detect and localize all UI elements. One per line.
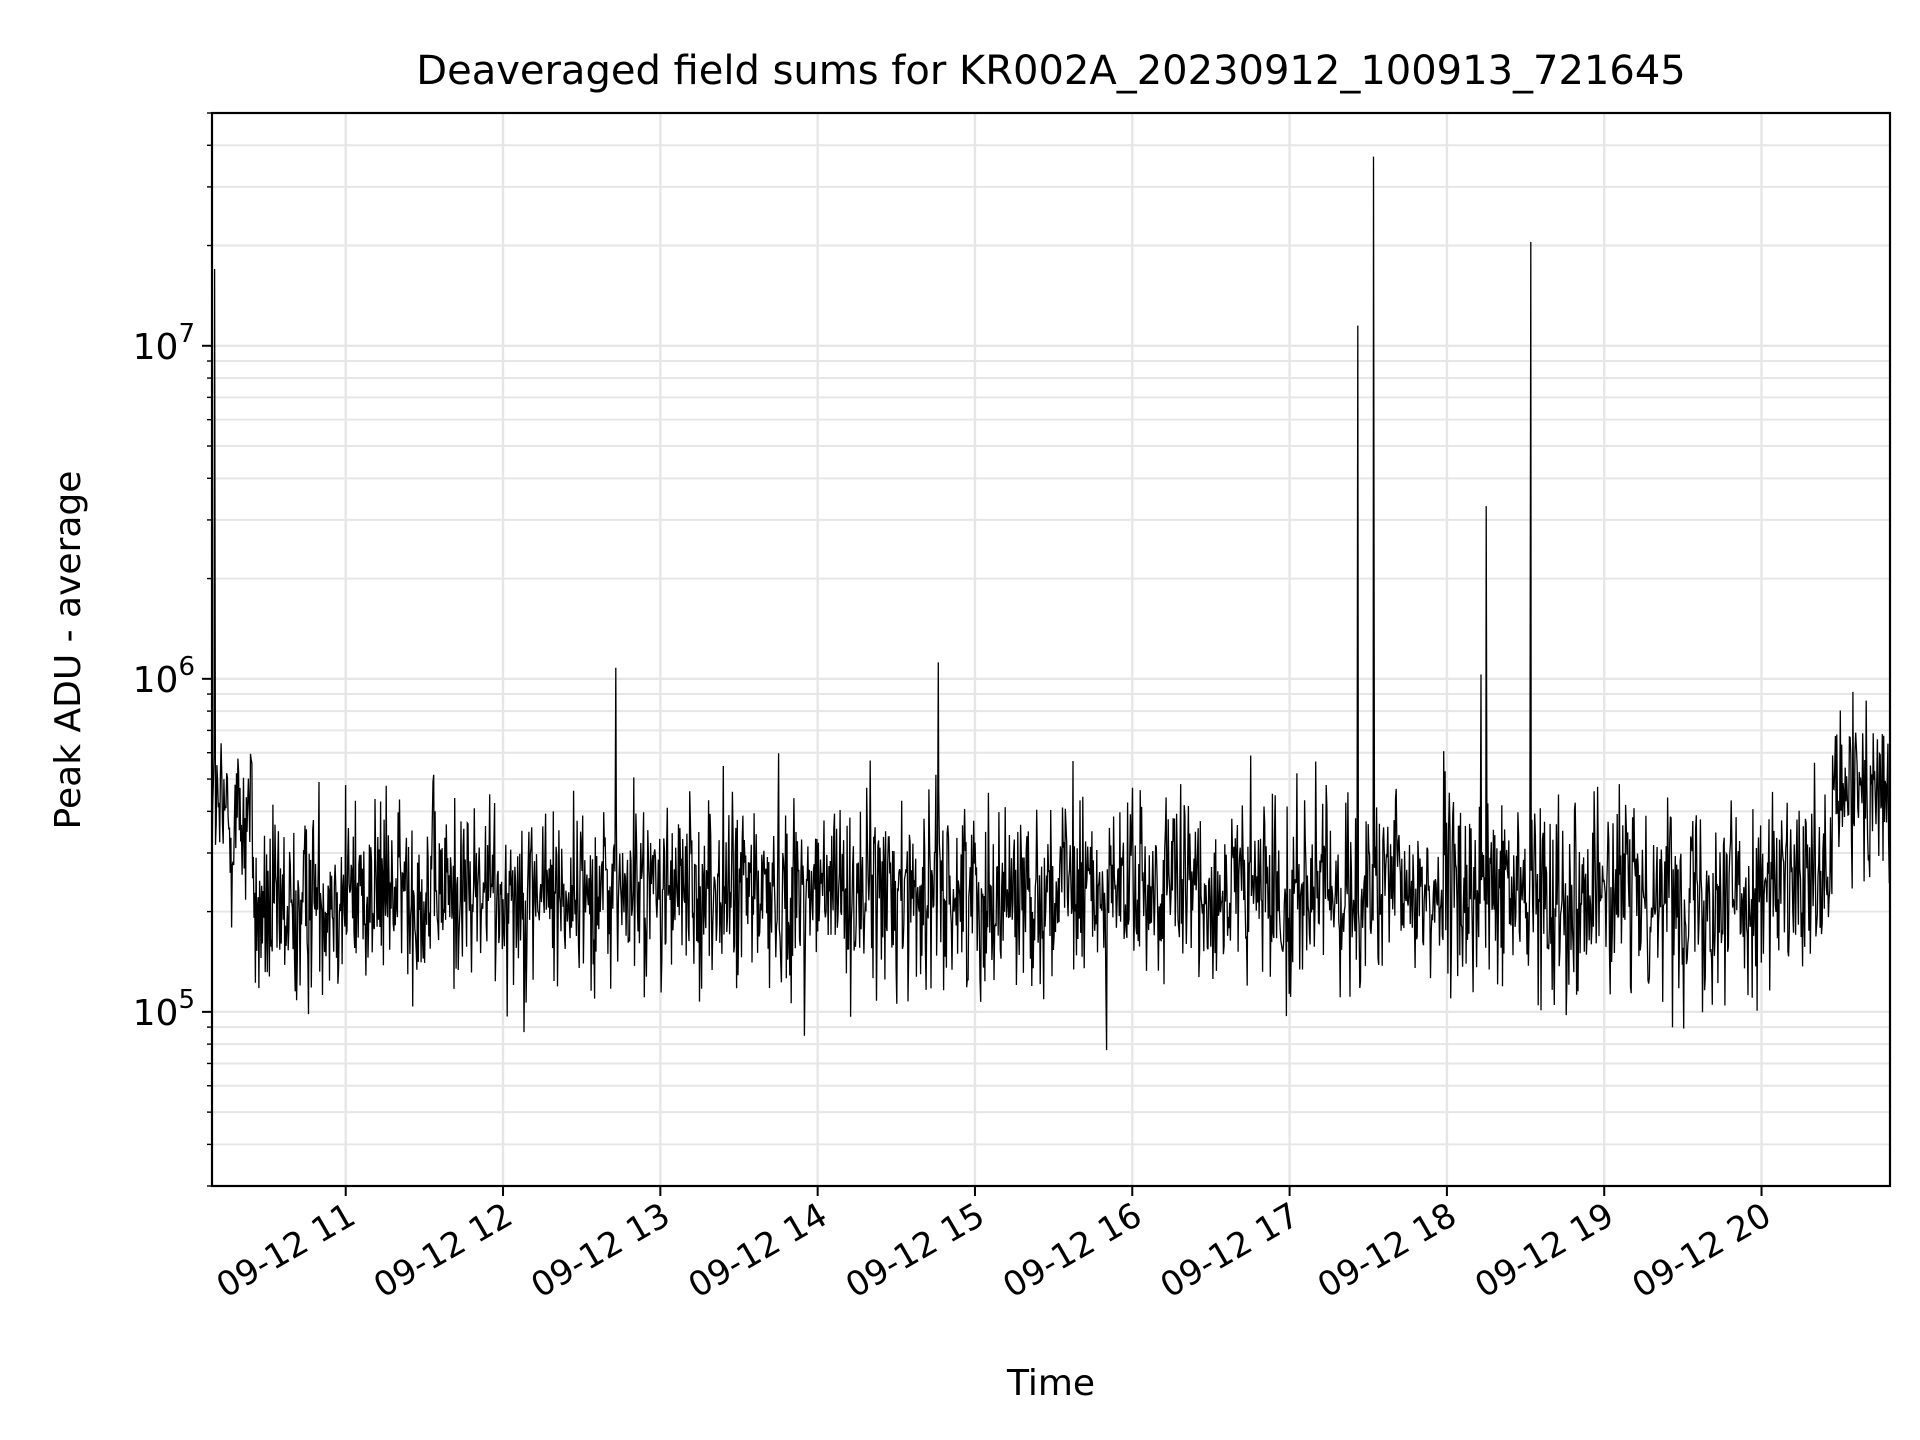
y-tick-label: 107	[133, 319, 195, 368]
y-tick-base: 10	[133, 327, 179, 368]
y-tick-exponent: 7	[178, 319, 195, 349]
plot-frame	[210, 111, 1892, 1188]
y-tick-label: 105	[133, 985, 195, 1034]
x-axis-label: Time	[1006, 1363, 1095, 1404]
chart-title: Deaveraged field sums for KR002A_2023091…	[416, 48, 1685, 94]
y-tick-label: 106	[133, 652, 195, 701]
y-tick-exponent: 6	[178, 652, 195, 682]
y-axis-label: Peak ADU - average	[48, 471, 89, 830]
y-tick-base: 10	[133, 993, 179, 1034]
y-tick-exponent: 5	[178, 985, 195, 1015]
series-polyline	[211, 156, 1891, 1051]
series-line	[211, 156, 1891, 1051]
major-gridlines	[212, 113, 1890, 1186]
y-tick-base: 10	[133, 660, 179, 701]
